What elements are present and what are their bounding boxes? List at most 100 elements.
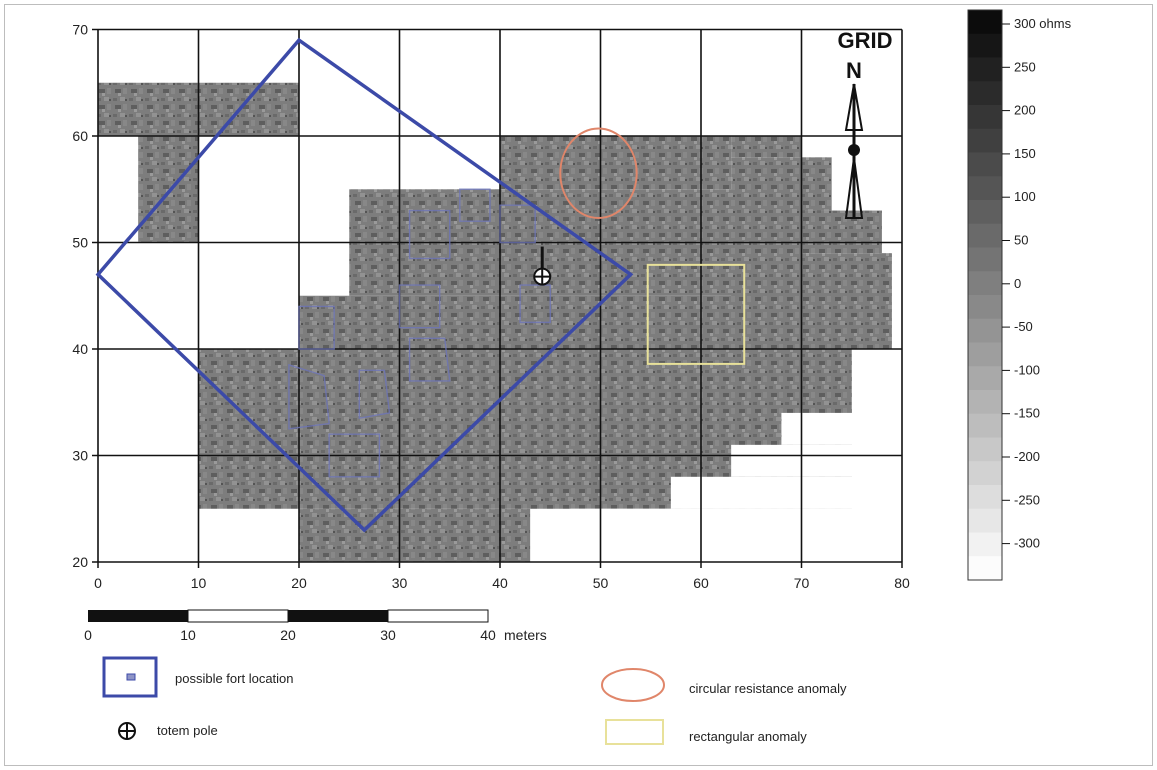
colorbar-label: -250 bbox=[1014, 492, 1040, 507]
scale-tick-label: 20 bbox=[280, 627, 296, 643]
colorbar-label: -300 bbox=[1014, 536, 1040, 551]
colorbar-label: 250 bbox=[1014, 59, 1036, 74]
colorbar-band bbox=[968, 532, 1002, 557]
colorbar-label: -150 bbox=[1014, 406, 1040, 421]
x-tick-label: 30 bbox=[392, 575, 408, 591]
possible-structure-outline bbox=[328, 433, 381, 478]
survey-edge-block bbox=[731, 157, 832, 211]
scale-unit-label: meters bbox=[504, 627, 547, 643]
legend-item-totem: totem pole bbox=[118, 722, 218, 740]
scale-bar: 0 10 20 30 40 meters bbox=[84, 609, 547, 643]
scale-segment-4 bbox=[387, 609, 489, 623]
colorbar-band bbox=[968, 152, 1002, 177]
colorbar-band bbox=[968, 485, 1002, 510]
possible-structure-outline bbox=[408, 209, 451, 260]
possible-fort-outline bbox=[95, 37, 634, 533]
fort-inner-swatch bbox=[126, 673, 136, 681]
colorbar-frame bbox=[967, 9, 1003, 581]
legend-label-circular: circular resistance anomaly bbox=[689, 681, 847, 696]
scale-segment-3 bbox=[288, 610, 388, 622]
colorbar-band bbox=[968, 10, 1002, 35]
possible-structure-outline bbox=[298, 305, 335, 350]
colorbar-band bbox=[968, 247, 1002, 272]
y-tick-label: 40 bbox=[72, 341, 88, 357]
legend-item-rectangular: rectangular anomaly bbox=[605, 719, 807, 745]
survey-edge-block bbox=[731, 210, 882, 254]
totem-pole-icon bbox=[118, 722, 136, 740]
grid-north-arrow: GRID N bbox=[838, 28, 893, 219]
colorbar-band bbox=[968, 176, 1002, 201]
legend-label-totem: totem pole bbox=[157, 723, 218, 738]
colorbar-label: 50 bbox=[1014, 233, 1028, 248]
colorbar-label: 200 bbox=[1014, 103, 1036, 118]
colorbar-band bbox=[968, 390, 1002, 415]
scale-tick-label: 30 bbox=[380, 627, 396, 643]
survey-gap bbox=[781, 412, 902, 445]
colorbar-label: -200 bbox=[1014, 449, 1040, 464]
x-tick-label: 20 bbox=[291, 575, 307, 591]
colorbar-label: -100 bbox=[1014, 362, 1040, 377]
possible-structure-outline bbox=[408, 337, 451, 382]
x-tick-label: 50 bbox=[593, 575, 609, 591]
colorbar-band bbox=[968, 271, 1002, 296]
colorbar-band bbox=[968, 81, 1002, 106]
fort-outline-swatch bbox=[102, 656, 158, 698]
possible-structure-outline bbox=[288, 364, 330, 430]
survey-edge-block bbox=[731, 136, 802, 158]
colorbar-band bbox=[968, 556, 1002, 581]
legend-item-fort: possible fort location bbox=[102, 656, 294, 698]
survey-gap bbox=[731, 444, 902, 477]
colorbar-band bbox=[968, 105, 1002, 130]
scale-tick-label: 0 bbox=[84, 627, 92, 643]
legend-label-fort: possible fort location bbox=[175, 671, 294, 686]
colorbar-label: 0 bbox=[1014, 276, 1021, 291]
map-axes: 0 10 20 30 40 50 60 70 80 20 30 40 50 60 70 bbox=[72, 22, 910, 592]
possible-structure-outline bbox=[499, 204, 536, 244]
x-tick-label: 80 bbox=[894, 575, 910, 591]
colorbar-band bbox=[968, 461, 1002, 486]
possible-structure-outline bbox=[459, 188, 491, 222]
x-tick-label: 60 bbox=[693, 575, 709, 591]
survey-block bbox=[500, 136, 732, 190]
north-label-n: N bbox=[846, 58, 862, 83]
scale-tick-label: 10 bbox=[180, 627, 196, 643]
map-legend: possible fort location totem pole circul… bbox=[102, 656, 847, 745]
colorbar-band bbox=[968, 366, 1002, 391]
resistance-colorbar: 300 ohms 250 200 150 100 50 0 -50 -100 -150 -200 -2… bbox=[967, 9, 1072, 581]
survey-block bbox=[299, 508, 531, 562]
x-tick-label: 40 bbox=[492, 575, 508, 591]
legend-label-rectangular: rectangular anomaly bbox=[689, 729, 807, 744]
y-tick-label: 60 bbox=[72, 128, 88, 144]
colorbar-band bbox=[968, 342, 1002, 367]
colorbar-band bbox=[968, 57, 1002, 82]
colorbar-band bbox=[968, 223, 1002, 248]
colorbar-band bbox=[968, 33, 1002, 58]
x-tick-label: 0 bbox=[94, 575, 102, 591]
coordinate-grid bbox=[97, 28, 903, 563]
colorbar-band bbox=[968, 437, 1002, 462]
circular-resistance-anomaly bbox=[559, 127, 638, 220]
colorbar-label: 300 ohms bbox=[1014, 16, 1072, 31]
totem-pole-marker-icon bbox=[533, 246, 552, 286]
possible-structure-outline bbox=[358, 369, 391, 420]
colorbar-band bbox=[968, 413, 1002, 438]
scale-tick-label: 40 bbox=[480, 627, 496, 643]
y-tick-label: 50 bbox=[72, 235, 88, 251]
rectangular-anomaly-swatch bbox=[605, 719, 664, 745]
colorbar-band bbox=[968, 200, 1002, 225]
north-label-grid: GRID bbox=[838, 28, 893, 53]
circular-anomaly-swatch bbox=[601, 668, 665, 702]
x-tick-label: 70 bbox=[794, 575, 810, 591]
colorbar-label: 100 bbox=[1014, 189, 1036, 204]
rectangular-anomaly bbox=[646, 263, 746, 365]
legend-item-circular: circular resistance anomaly bbox=[601, 668, 847, 702]
possible-structure-outline bbox=[398, 284, 441, 329]
survey-edge-block bbox=[731, 253, 892, 349]
colorbar-label: -50 bbox=[1014, 319, 1033, 334]
survey-block bbox=[138, 136, 199, 243]
scale-segment-2 bbox=[187, 609, 289, 623]
map-overlays bbox=[95, 37, 746, 533]
colorbar-band bbox=[968, 295, 1002, 320]
y-tick-label: 30 bbox=[72, 448, 88, 464]
x-tick-label: 10 bbox=[191, 575, 207, 591]
